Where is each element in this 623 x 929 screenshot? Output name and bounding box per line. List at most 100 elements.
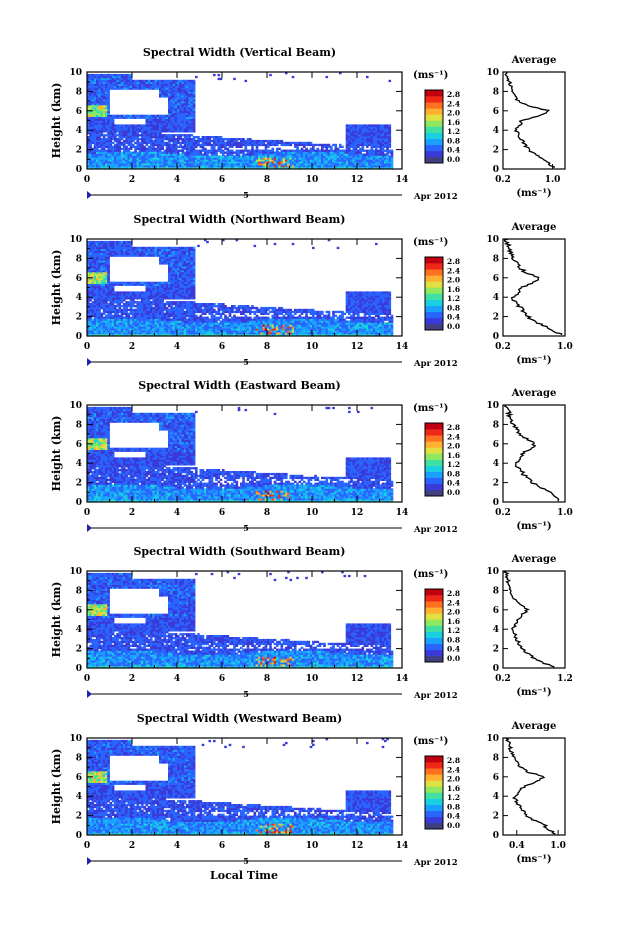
heatmap-cell: [359, 165, 362, 168]
heatmap-cell: [354, 136, 358, 139]
heatmap-cell: [102, 295, 106, 298]
heatmap-cell: [163, 306, 167, 310]
heatmap-cell: [123, 281, 126, 284]
heatmap-cell: [100, 87, 104, 90]
heatmap-cell: [294, 161, 297, 164]
heatmap-cell: [118, 299, 122, 302]
heatmap-cell: [332, 161, 335, 164]
heatmap-cell: [118, 161, 122, 164]
heatmap-cell: [249, 159, 252, 162]
heatmap-cell: [156, 139, 160, 143]
heatmap-cell: [291, 159, 295, 162]
heatmap-cell: [154, 328, 158, 331]
heatmap-cell: [231, 159, 234, 162]
heatmap-cell: [159, 122, 162, 125]
heatmap-cell: [188, 106, 191, 110]
heatmap-cell: [143, 167, 146, 170]
heatmap-cell: [98, 122, 101, 125]
average-y-tick-label: 2: [493, 146, 499, 156]
heatmap-cell: [192, 110, 196, 114]
heatmap-cell: [141, 322, 144, 325]
heatmap-cell: [289, 167, 293, 170]
heatmap-cell: [388, 136, 392, 139]
heatmap-cell: [91, 79, 95, 83]
heatmap-cell: [100, 110, 104, 114]
heatmap-cell: [98, 283, 101, 286]
heatmap-cell: [125, 242, 128, 246]
heatmap-cell: [114, 293, 117, 296]
heatmap-cell: [386, 128, 389, 131]
heatmap-cell: [179, 91, 182, 94]
heatmap-cell: [87, 83, 90, 86]
heatmap-cell: [372, 163, 376, 166]
heatmap-cell: [102, 289, 106, 292]
heatmap-cell: [219, 161, 223, 164]
heatmap-cell: [168, 155, 171, 158]
heatmap-cell: [129, 128, 133, 131]
heatmap-cell: [384, 136, 387, 139]
heatmap-cell: [107, 165, 110, 168]
heatmap-cell: [98, 145, 101, 148]
heatmap-cell: [316, 153, 320, 156]
heatmap-cell: [159, 326, 162, 329]
heatmap-cell: [147, 85, 151, 88]
heatmap-cell: [352, 163, 356, 166]
heatmap-cell: [100, 73, 104, 77]
heatmap-cell: [107, 293, 110, 296]
heatmap-cell: [357, 163, 360, 166]
heatmap-cell: [186, 126, 189, 129]
heatmap-cell: [91, 91, 95, 94]
heatmap-cell: [156, 130, 160, 133]
heatmap-cell: [96, 328, 99, 331]
heatmap-cell: [204, 155, 207, 158]
heatmap-cell: [129, 306, 133, 310]
heatmap-cell: [127, 334, 131, 337]
heatmap-cell: [152, 320, 155, 323]
heatmap-cell: [152, 291, 155, 294]
heatmap-cell: [152, 163, 155, 166]
heatmap-cell: [386, 151, 389, 154]
heatmap-cell: [156, 299, 160, 302]
heatmap-cell: [147, 81, 151, 84]
heatmap-cell: [354, 165, 358, 168]
heatmap-cell: [87, 283, 90, 286]
heatmap-cell: [179, 130, 182, 133]
heatmap-cell: [163, 258, 167, 261]
heatmap-cell: [366, 167, 369, 170]
heatmap-cell: [161, 161, 164, 164]
heatmap-cell: [233, 139, 236, 143]
heatmap-cell: [381, 138, 385, 141]
heatmap-cell: [89, 330, 92, 333]
heatmap-cell: [105, 291, 108, 294]
heatmap-cell: [168, 79, 171, 83]
heatmap-cell: [89, 293, 92, 296]
heatmap-cell: [150, 305, 153, 308]
heatmap-cell: [192, 161, 196, 164]
heatmap-cell: [87, 289, 90, 292]
heatmap-cell: [111, 326, 115, 329]
heatmap-cell: [96, 157, 99, 160]
heatmap-cell: [141, 314, 144, 317]
heatmap-cell: [143, 312, 146, 315]
heatmap-cell: [210, 159, 214, 162]
heatmap-cell: [143, 81, 146, 84]
heatmap-cell: [134, 250, 137, 253]
heatmap-cell: [91, 301, 95, 304]
heatmap-cell: [159, 87, 162, 90]
heatmap-cell: [93, 252, 97, 255]
heatmap-cell: [100, 293, 104, 296]
heatmap-cell: [98, 89, 101, 92]
heatmap-cell: [273, 157, 277, 160]
heatmap-cell: [368, 153, 371, 156]
heatmap-cell: [244, 139, 248, 143]
heatmap-cell: [143, 147, 146, 150]
heatmap-cell: [141, 81, 144, 84]
heatmap-cell: [231, 161, 234, 164]
heatmap-cell: [253, 167, 257, 170]
heatmap-cell: [192, 99, 196, 102]
heatmap-cell: [264, 153, 268, 156]
heatmap-cell: [141, 303, 144, 306]
heatmap-cell: [111, 244, 115, 248]
heatmap-cell: [152, 314, 155, 317]
heatmap-cell: [100, 299, 104, 302]
